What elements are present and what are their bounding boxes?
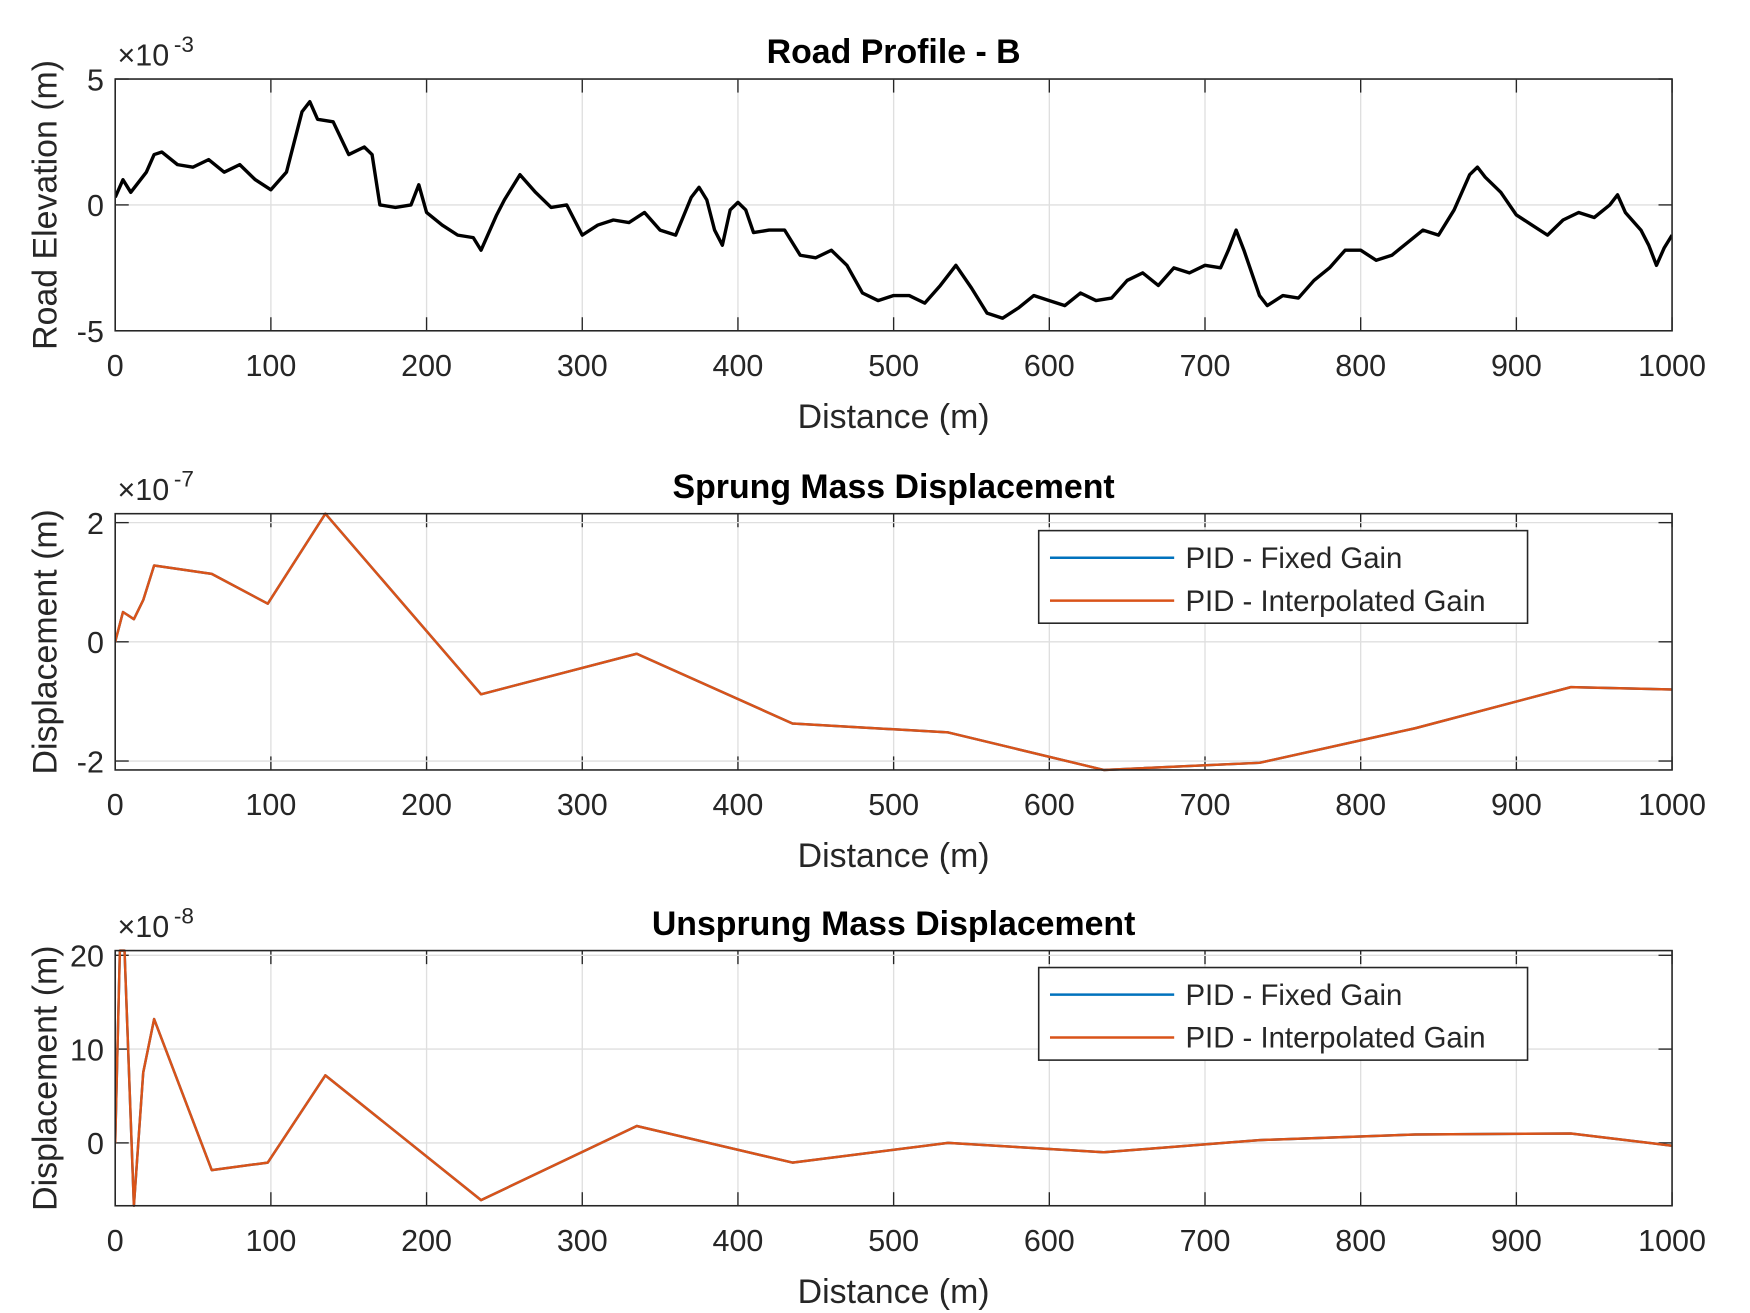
x-tick-label: 1000 (1638, 1224, 1706, 1258)
x-tick-label: 400 (713, 1224, 764, 1258)
x-tick-label: 900 (1491, 349, 1542, 383)
x-tick-label: 0 (107, 788, 124, 822)
y-axis-label: Road Elevation (m) (26, 60, 64, 350)
legend-label: PID - Fixed Gain (1185, 542, 1402, 575)
x-tick-label: 200 (401, 1224, 452, 1258)
axes-box (114, 512, 1673, 771)
data-line (115, 99, 1673, 320)
x-tick-label: 500 (868, 349, 919, 383)
y-tick-label: 2 (87, 507, 104, 541)
legend-label: PID - Interpolated Gain (1185, 1022, 1485, 1055)
exponent-base: ×10 (117, 38, 169, 72)
chart-title: Unsprung Mass Displacement (652, 905, 1136, 943)
x-tick-label: 400 (713, 788, 764, 822)
x-tick-label: 900 (1491, 788, 1542, 822)
legend-label: PID - Interpolated Gain (1185, 585, 1485, 618)
x-tick-label: 500 (868, 1224, 919, 1258)
x-axis-label: Distance (m) (798, 837, 990, 875)
x-tick-label: 300 (557, 788, 608, 822)
x-tick-label: 100 (245, 349, 296, 383)
x-tick-label: 800 (1335, 349, 1386, 383)
exponent-power: -3 (174, 32, 194, 57)
x-tick-label: 600 (1024, 1224, 1075, 1258)
y-axis-label: Displacement (m) (26, 946, 64, 1211)
x-tick-label: 400 (713, 349, 764, 383)
y-tick-label: -5 (77, 315, 104, 349)
chart-title: Road Profile - B (767, 33, 1021, 71)
exponent-base: ×10 (117, 910, 169, 944)
x-axis-label: Distance (m) (798, 398, 990, 436)
x-tick-label: 700 (1180, 788, 1231, 822)
x-tick-label: 800 (1335, 1224, 1386, 1258)
x-tick-label: 0 (107, 1224, 124, 1258)
y-axis-label: Displacement (m) (26, 509, 64, 774)
y-tick-label: -2 (77, 745, 104, 779)
x-tick-label: 600 (1024, 788, 1075, 822)
x-tick-label: 600 (1024, 349, 1075, 383)
x-tick-label: 200 (401, 788, 452, 822)
axes-box (114, 949, 1673, 1207)
exponent-power: -8 (174, 904, 194, 929)
x-tick-label: 800 (1335, 788, 1386, 822)
x-tick-label: 500 (868, 788, 919, 822)
y-tick-label: 0 (87, 626, 104, 660)
x-tick-label: 700 (1180, 349, 1231, 383)
y-tick-label: 20 (70, 940, 104, 974)
y-tick-label: 0 (87, 1127, 104, 1161)
data-line (115, 512, 1673, 772)
x-tick-label: 300 (557, 1224, 608, 1258)
y-tick-label: 10 (70, 1033, 104, 1067)
exponent-base: ×10 (117, 473, 169, 507)
x-tick-label: 200 (401, 349, 452, 383)
x-tick-label: 100 (245, 788, 296, 822)
legend-box (1037, 966, 1529, 1061)
y-tick-label: 5 (87, 63, 104, 97)
x-tick-label: 100 (245, 1224, 296, 1258)
chart-title: Sprung Mass Displacement (673, 468, 1115, 506)
x-tick-label: 1000 (1638, 349, 1706, 383)
legend-box (1037, 529, 1529, 624)
legend-label: PID - Fixed Gain (1185, 979, 1402, 1012)
x-tick-label: 700 (1180, 1224, 1231, 1258)
x-axis-label: Distance (m) (798, 1273, 990, 1311)
x-tick-label: 0 (107, 349, 124, 383)
exponent-power: -7 (174, 467, 194, 492)
y-tick-label: 0 (87, 189, 104, 223)
axes-box (114, 78, 1673, 332)
x-tick-label: 300 (557, 349, 608, 383)
x-tick-label: 900 (1491, 1224, 1542, 1258)
data-line (115, 949, 1673, 1207)
x-tick-label: 1000 (1638, 788, 1706, 822)
